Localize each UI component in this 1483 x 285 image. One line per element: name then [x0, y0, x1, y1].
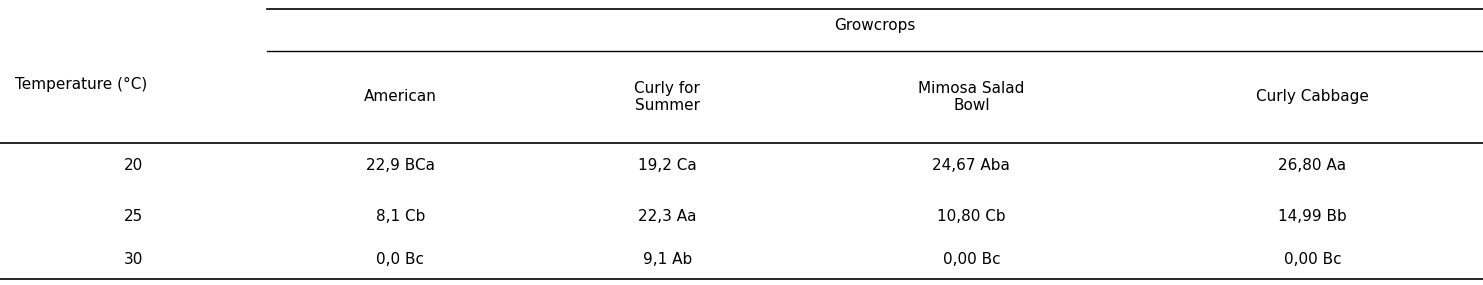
Text: Curly for
Summer: Curly for Summer	[635, 81, 700, 113]
Text: 20: 20	[125, 158, 142, 173]
Text: 30: 30	[123, 252, 144, 267]
Text: 25: 25	[125, 209, 142, 224]
Text: 8,1 Cb: 8,1 Cb	[375, 209, 426, 224]
Text: Growcrops: Growcrops	[835, 18, 915, 33]
Text: 26,80 Aa: 26,80 Aa	[1278, 158, 1347, 173]
Text: 24,67 Aba: 24,67 Aba	[933, 158, 1010, 173]
Text: American: American	[363, 89, 437, 104]
Text: 19,2 Ca: 19,2 Ca	[638, 158, 697, 173]
Text: 0,00 Bc: 0,00 Bc	[1284, 252, 1341, 267]
Text: 10,80 Cb: 10,80 Cb	[937, 209, 1005, 224]
Text: Mimosa Salad
Bowl: Mimosa Salad Bowl	[918, 81, 1025, 113]
Text: 9,1 Ab: 9,1 Ab	[642, 252, 693, 267]
Text: 22,9 BCa: 22,9 BCa	[366, 158, 435, 173]
Text: 22,3 Aa: 22,3 Aa	[638, 209, 697, 224]
Text: Temperature (°C): Temperature (°C)	[15, 77, 147, 91]
Text: 14,99 Bb: 14,99 Bb	[1278, 209, 1347, 224]
Text: 0,00 Bc: 0,00 Bc	[943, 252, 1000, 267]
Text: Curly Cabbage: Curly Cabbage	[1256, 89, 1369, 104]
Text: 0,0 Bc: 0,0 Bc	[377, 252, 424, 267]
